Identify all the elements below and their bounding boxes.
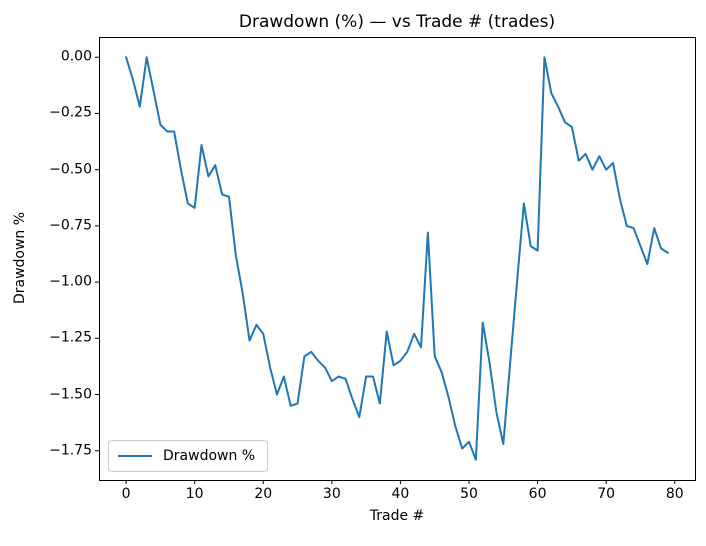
x-tick-label: 60 (528, 486, 547, 502)
x-tick-label: 80 (665, 486, 684, 502)
legend-label: Drawdown % (163, 448, 256, 464)
x-tick-label: 20 (254, 486, 273, 502)
x-tick-label: 70 (597, 486, 616, 502)
y-tick-label: −0.75 (49, 217, 92, 234)
x-axis-label: Trade # (369, 508, 425, 524)
y-tick-label: −0.50 (49, 161, 92, 178)
y-tick-label: −1.75 (49, 442, 92, 459)
y-tick-label: 0.00 (60, 48, 92, 65)
y-tick-label: −0.25 (49, 104, 92, 121)
x-tick-label: 10 (185, 486, 204, 502)
x-tick-label: 0 (121, 486, 131, 502)
legend-line-sample (118, 455, 152, 457)
x-tick-label: 50 (460, 486, 478, 502)
chart-title: Drawdown (%) — vs Trade # (trades) (238, 12, 556, 32)
axes-spines (99, 37, 696, 481)
x-tick-label: 30 (322, 486, 341, 502)
drawdown-line (125, 56, 669, 461)
x-tick-label: 40 (391, 486, 410, 502)
legend: Drawdown % (108, 440, 269, 472)
y-tick-label: −1.50 (49, 386, 92, 403)
y-tick-label: −1.00 (49, 273, 92, 290)
y-tick-label: −1.25 (49, 329, 92, 346)
